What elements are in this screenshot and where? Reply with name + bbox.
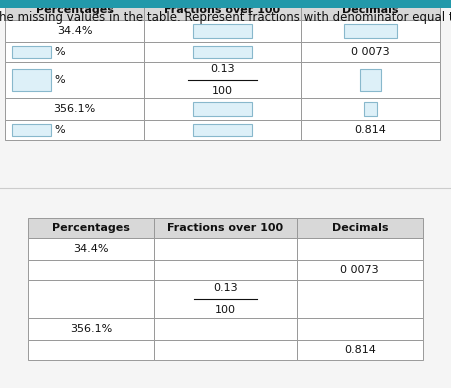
- Text: %: %: [54, 47, 64, 57]
- Text: Fractions over 100: Fractions over 100: [165, 5, 281, 15]
- Bar: [297, 260, 423, 280]
- Bar: [144, 20, 301, 42]
- Bar: [154, 260, 297, 280]
- Bar: [297, 238, 423, 260]
- Text: 0 0073: 0 0073: [341, 265, 379, 275]
- Bar: [28, 260, 154, 280]
- Bar: [344, 24, 397, 38]
- Text: 100: 100: [212, 86, 233, 96]
- Bar: [5, 62, 144, 98]
- Bar: [193, 124, 252, 136]
- Bar: [297, 318, 423, 340]
- Text: 0.13: 0.13: [210, 64, 235, 74]
- Text: 0.13: 0.13: [213, 282, 238, 293]
- Bar: [12, 46, 51, 58]
- Text: 0.814: 0.814: [354, 125, 387, 135]
- Text: Decimals: Decimals: [331, 223, 388, 233]
- Bar: [144, 98, 301, 120]
- Text: Percentages: Percentages: [36, 5, 114, 15]
- Bar: [28, 218, 154, 238]
- Bar: [154, 238, 297, 260]
- Text: %: %: [54, 125, 64, 135]
- Bar: [193, 102, 252, 116]
- Text: Fractions over 100: Fractions over 100: [167, 223, 284, 233]
- Bar: [28, 280, 154, 318]
- Bar: [28, 318, 154, 340]
- Bar: [5, 20, 144, 42]
- Bar: [301, 20, 440, 42]
- Text: 356.1%: 356.1%: [70, 324, 112, 334]
- Bar: [301, 42, 440, 62]
- Text: 34.4%: 34.4%: [74, 244, 109, 254]
- Bar: [12, 124, 51, 136]
- Bar: [154, 340, 297, 360]
- Bar: [5, 0, 144, 20]
- Bar: [144, 0, 301, 20]
- Bar: [301, 0, 440, 20]
- Text: 0.814: 0.814: [344, 345, 376, 355]
- Text: Fill in the missing values in the table. Represent fractions with denominator eq: Fill in the missing values in the table.…: [0, 11, 451, 24]
- Text: 34.4%: 34.4%: [57, 26, 92, 36]
- Bar: [297, 218, 423, 238]
- Bar: [144, 42, 301, 62]
- Bar: [301, 98, 440, 120]
- Bar: [364, 102, 377, 116]
- Bar: [154, 318, 297, 340]
- Text: %: %: [54, 75, 64, 85]
- Bar: [297, 280, 423, 318]
- Bar: [144, 120, 301, 140]
- Bar: [5, 98, 144, 120]
- Text: Decimals: Decimals: [342, 5, 399, 15]
- Bar: [154, 218, 297, 238]
- Bar: [28, 340, 154, 360]
- Bar: [193, 46, 252, 58]
- Text: Percentages: Percentages: [52, 223, 130, 233]
- Bar: [28, 238, 154, 260]
- Bar: [154, 280, 297, 318]
- Bar: [359, 69, 381, 91]
- Bar: [301, 120, 440, 140]
- Bar: [12, 69, 51, 91]
- Bar: [297, 340, 423, 360]
- Bar: [301, 62, 440, 98]
- Bar: [0, 0, 451, 8]
- Bar: [144, 62, 301, 98]
- Text: 100: 100: [215, 305, 236, 315]
- Text: 0 0073: 0 0073: [351, 47, 390, 57]
- Bar: [5, 120, 144, 140]
- Bar: [5, 42, 144, 62]
- Text: 356.1%: 356.1%: [54, 104, 96, 114]
- Bar: [193, 24, 252, 38]
